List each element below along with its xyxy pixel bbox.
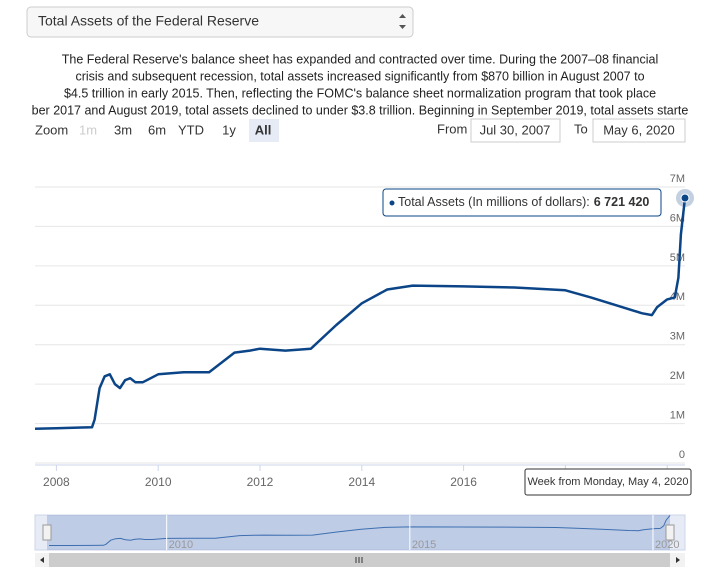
to-input[interactable] — [592, 118, 686, 143]
x-tick-label: 2014 — [348, 475, 375, 489]
y-tick-label: 4M — [670, 291, 685, 303]
dropdown-label: Total Assets of the Federal Reserve — [38, 13, 259, 29]
x-tick-label: 2016 — [450, 475, 477, 489]
scrollbar-grip — [355, 557, 363, 563]
x-tick-label: 2008 — [43, 475, 70, 489]
tooltip-value: 6 721 420 — [594, 195, 650, 209]
description-line: The Federal Reserve's balance sheet has … — [62, 52, 659, 66]
navigator-tick-label: 2015 — [412, 539, 436, 551]
navigator-mask — [47, 515, 670, 550]
y-tick-label: 2M — [670, 370, 685, 382]
description-line: crisis and subsequent recession, total a… — [75, 69, 644, 83]
description-line: ber 2017 and August 2019, total assets d… — [32, 103, 689, 117]
data-line — [34, 197, 687, 430]
crosshair-label: Week from Monday, May 4, 2020 — [528, 476, 689, 488]
description-line: $4.5 trillion in early 2015. Then, refle… — [64, 86, 656, 100]
x-tick-label: 2012 — [247, 475, 274, 489]
tooltip-label: Total Assets (In millions of dollars): — [398, 195, 590, 209]
y-tick-label: 0 — [679, 449, 685, 461]
range-button[interactable]: 1y — [222, 122, 236, 137]
dropdown-arrows — [399, 14, 406, 29]
navigator-tick-label: 2010 — [169, 539, 193, 551]
range-button-bg[interactable] — [249, 119, 279, 142]
range-button[interactable]: 1m — [79, 122, 97, 137]
x-tick-label: 2010 — [145, 475, 172, 489]
y-tick-label: 5M — [670, 252, 685, 264]
navigator-tick-label: 2020 — [655, 539, 679, 551]
y-tick-label: 1M — [670, 409, 685, 421]
range-button[interactable]: YTD — [178, 122, 204, 137]
range-button[interactable]: 3m — [114, 122, 132, 137]
to-label: To — [574, 121, 588, 136]
hover-point — [680, 193, 690, 203]
tooltip-box — [382, 188, 662, 217]
from-input[interactable] — [470, 118, 561, 143]
to-value: May 6, 2020 — [603, 122, 675, 137]
dropdown[interactable] — [26, 6, 414, 38]
tooltip: Total Assets (In millions of dollars): 6 … — [398, 195, 649, 209]
navigator[interactable] — [34, 514, 686, 551]
from-label: From — [437, 121, 467, 136]
range-button[interactable]: All — [255, 122, 272, 137]
navigator-handle[interactable] — [42, 524, 52, 541]
y-tick-label: 7M — [670, 173, 685, 185]
tooltip-marker — [389, 200, 395, 206]
navigator-line — [49, 515, 671, 546]
from-value: Jul 30, 2007 — [480, 122, 551, 137]
zoom-label: Zoom — [35, 122, 68, 137]
crosshair-label-box — [524, 468, 692, 496]
range-button[interactable]: 6m — [148, 122, 166, 137]
y-tick-label: 3M — [670, 331, 685, 343]
navigator-handle[interactable] — [665, 524, 675, 541]
